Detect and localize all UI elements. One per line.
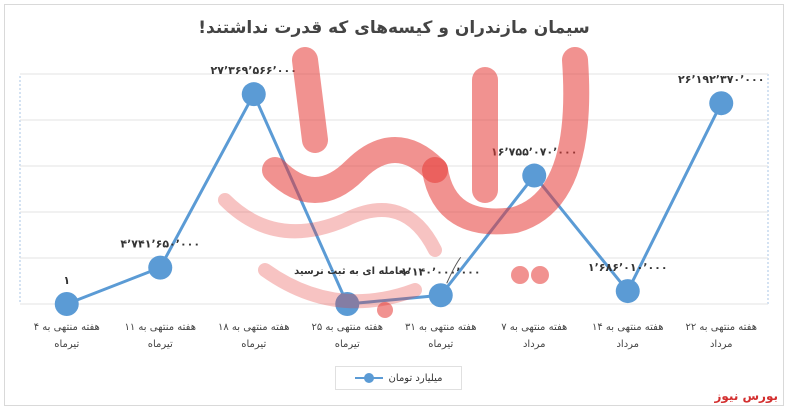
x-tick-label: هفته منتهی به ۳۱	[405, 322, 476, 333]
x-tick-label: هفته منتهی به ۴	[34, 322, 100, 333]
data-point	[54, 292, 79, 316]
chart-frame	[4, 4, 784, 406]
data-point	[709, 91, 734, 116]
x-tick-label: مرداد	[616, 339, 639, 350]
brand-logo-text: بورس نیوز	[714, 389, 778, 403]
x-tick-label: هفته منتهی به ۱۸	[218, 322, 289, 333]
x-tick-label: تیرماه	[54, 339, 79, 350]
data-label: ۴٬۷۴۱٬۶۵۰٬۰۰۰	[120, 238, 200, 251]
data-point	[241, 82, 266, 107]
x-tick-label: تیرماه	[241, 339, 266, 350]
data-point	[335, 292, 360, 316]
data-label: ۱٬۱۴۰٬۰۰۰٬۰۰۰	[401, 265, 481, 278]
legend-series-swatch	[354, 373, 383, 383]
x-tick-label: مرداد	[710, 339, 733, 350]
data-label: ۲۷٬۳۶۹٬۵۶۶٬۰۰۰	[211, 64, 297, 77]
x-tick-label: تیرماه	[428, 339, 453, 350]
chart-title: سیمان مازندران و کیسه‌های که قدرت نداشتن…	[198, 18, 590, 38]
x-tick-label: هفته منتهی به ۲۵	[312, 322, 383, 333]
data-label: ۱۶٬۷۵۵٬۰۷۰٬۰۰۰	[491, 146, 577, 159]
series-line	[66, 92, 723, 306]
data-point	[428, 283, 453, 308]
legend-series-label: میلیارد تومان	[388, 372, 443, 384]
data-label: ۱	[63, 274, 70, 287]
x-tick-label: هفته منتهی به ۲۲	[686, 322, 757, 333]
x-tick-label: هفته منتهی به ۱۱	[125, 322, 196, 333]
data-label: ۱٬۶۸۶٬۰۱۰٬۰۰۰	[588, 261, 668, 274]
x-tick-label: مرداد	[523, 339, 546, 350]
leader-line	[446, 256, 462, 284]
data-point	[522, 163, 547, 188]
data-point	[148, 255, 173, 280]
x-tick-label: هفته منتهی به ۱۴	[592, 322, 663, 333]
data-point	[615, 279, 640, 304]
x-tick-label: هفته منتهی به ۷	[501, 322, 567, 333]
x-tick-label: تیرماه	[335, 339, 360, 350]
annotation-label: معامله ای به ثبت نرسید	[294, 266, 410, 277]
x-tick-label: تیرماه	[148, 339, 173, 350]
chart-legend: میلیارد تومان	[335, 366, 462, 390]
data-label: ۲۶٬۱۹۲٬۳۷۰٬۰۰۰	[678, 73, 764, 86]
